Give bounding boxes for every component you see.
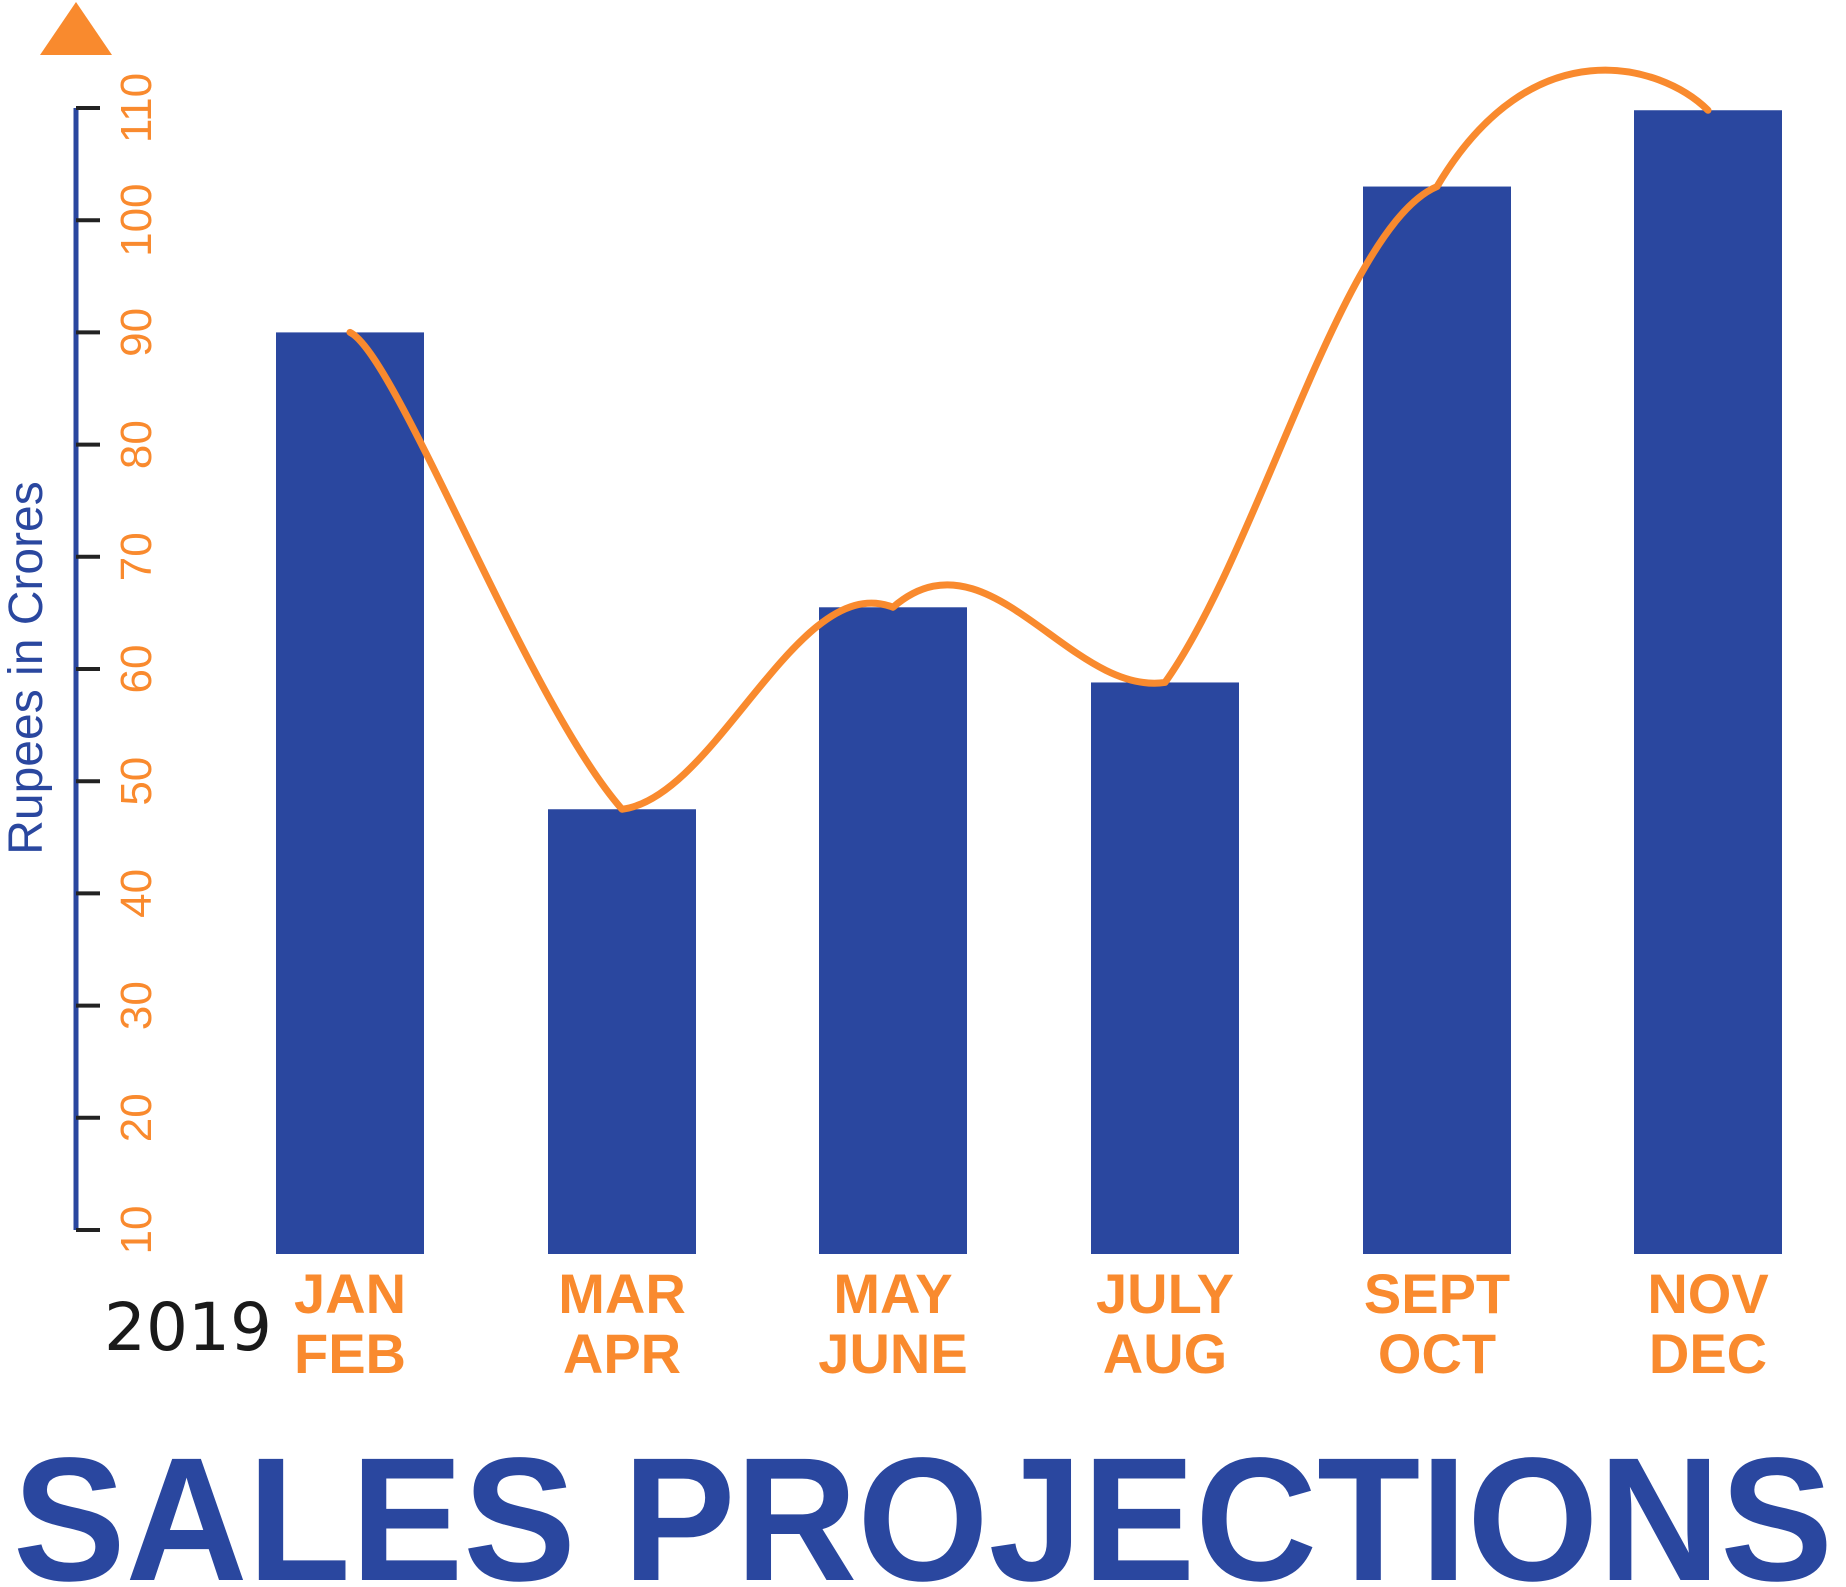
bar (1634, 110, 1782, 1254)
y-tick-label: 90 (112, 308, 161, 357)
y-tick-label: 10 (112, 1206, 161, 1255)
y-tick-label: 30 (112, 981, 161, 1030)
category-label: AUG (1103, 1322, 1227, 1385)
y-axis-ticks: 10 20 30 40 50 60 70 80 90 100 110 (76, 73, 161, 1255)
chart-title: SALES PROJECTIONS (13, 1422, 1833, 1587)
y-tick-label: 40 (112, 869, 161, 918)
bar (276, 332, 424, 1254)
y-tick-label: 110 (112, 73, 161, 143)
category-label: NOV (1647, 1262, 1768, 1325)
category-label: APR (563, 1322, 681, 1385)
y-tick-label: 50 (112, 757, 161, 806)
bar (548, 809, 696, 1254)
y-axis-arrow (40, 2, 112, 55)
category-label: MAY (833, 1262, 952, 1325)
year-label: 2019 (104, 1289, 272, 1366)
trend-line (346, 66, 1712, 813)
bar (1091, 682, 1239, 1254)
category-label: MAR (558, 1262, 686, 1325)
category-label: JAN (294, 1262, 406, 1325)
bar (1363, 186, 1511, 1254)
y-tick-label: 80 (112, 420, 161, 469)
category-label: JULY (1096, 1262, 1234, 1325)
category-label: OCT (1378, 1322, 1496, 1385)
y-tick-label: 20 (112, 1093, 161, 1142)
y-axis-label: Rupees in Crores (0, 481, 53, 855)
category-label: JUNE (818, 1322, 967, 1385)
bar-series (276, 110, 1782, 1254)
category-label: DEC (1649, 1322, 1767, 1385)
category-label: FEB (294, 1322, 406, 1385)
y-tick-label: 100 (112, 183, 161, 256)
y-tick-label: 70 (112, 532, 161, 581)
category-label: SEPT (1364, 1262, 1510, 1325)
y-tick-label: 60 (112, 645, 161, 694)
bar (819, 607, 967, 1254)
